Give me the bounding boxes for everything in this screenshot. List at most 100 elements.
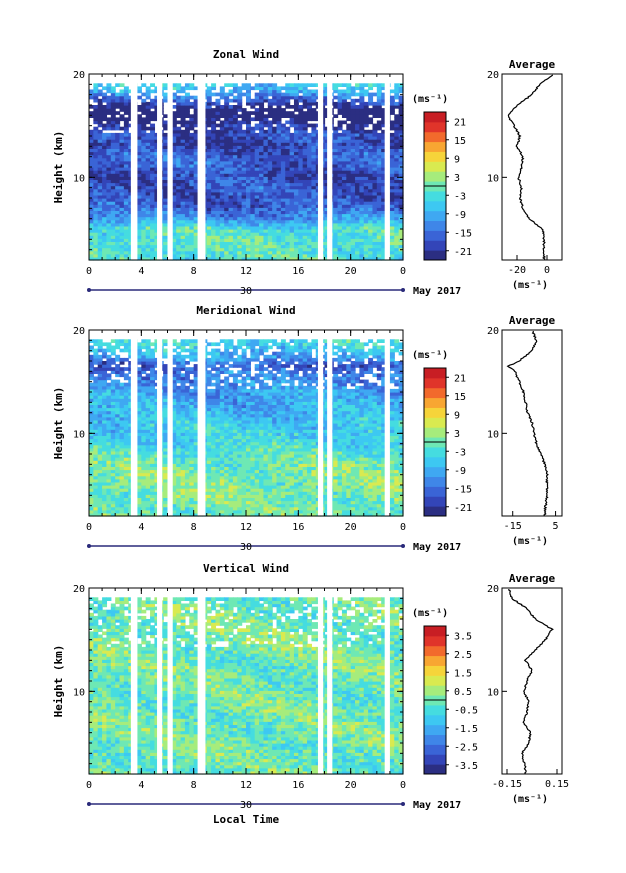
heatmap-cell [110, 478, 116, 483]
heatmap-cell [341, 241, 347, 246]
heatmap-cell [145, 435, 151, 440]
heatmap-cell [154, 370, 160, 374]
heatmap-cell [150, 167, 156, 171]
heatmap-cell [89, 241, 94, 246]
heatmap-cell [250, 139, 256, 143]
heatmap-cell [145, 176, 151, 180]
heatmap-cell [128, 219, 134, 224]
heatmap-cell [106, 435, 112, 440]
heatmap-cell [267, 253, 273, 258]
heatmap-cell [171, 188, 177, 193]
heatmap-cell [136, 232, 142, 236]
heatmap-cell [246, 86, 251, 91]
heatmap-cell [224, 123, 230, 128]
heatmap-cell [89, 157, 94, 162]
heatmap-cell [359, 201, 365, 205]
heatmap-cell [163, 485, 169, 489]
heatmap-cell [394, 182, 400, 187]
heatmap-cell [324, 170, 330, 174]
heatmap-cell [363, 216, 369, 221]
heatmap-cell [206, 108, 212, 112]
heatmap-cell [341, 160, 347, 165]
heatmap-cell [363, 247, 369, 252]
heatmap-cell [219, 207, 225, 211]
heatmap-cell [241, 170, 247, 174]
heatmap-cell [302, 83, 308, 87]
heatmap-cell [110, 173, 116, 177]
heatmap-cell [228, 89, 234, 94]
heatmap-cell [180, 250, 186, 255]
heatmap-cell [141, 364, 147, 368]
heatmap-cell [89, 207, 94, 211]
heatmap-cell [232, 256, 238, 261]
heatmap-cell [136, 253, 142, 258]
heatmap-cell [106, 216, 112, 221]
heatmap-cell [272, 207, 278, 211]
heatmap-cell [171, 198, 177, 202]
heatmap-cell [211, 170, 217, 174]
heatmap-cell [93, 512, 99, 517]
heatmap-cell [106, 148, 112, 153]
heatmap-cell [115, 485, 121, 489]
heatmap-cell [180, 108, 186, 112]
heatmap-cell [337, 123, 343, 128]
heatmap-cell [184, 235, 190, 239]
heatmap-cell [359, 235, 365, 239]
heatmap-cell [93, 185, 99, 190]
heatmap-cell [398, 241, 404, 246]
heatmap-cell [150, 460, 156, 464]
heatmap-cell [341, 170, 347, 174]
heatmap-cell [272, 132, 278, 137]
heatmap-cell [145, 92, 151, 97]
heatmap-cell [246, 241, 251, 246]
heatmap-cell [119, 154, 125, 159]
heatmap-cell [224, 229, 230, 233]
heatmap-cell [337, 108, 343, 112]
heatmap-cell [219, 219, 225, 224]
heatmap-cell [285, 145, 291, 149]
heatmap-cell [206, 98, 212, 103]
heatmap-cell [163, 423, 169, 427]
heatmap-cell [163, 475, 169, 480]
heatmap-cell [250, 204, 256, 208]
heatmap-cell [106, 108, 112, 112]
heatmap-cell [97, 407, 103, 412]
heatmap-cell [128, 136, 134, 140]
heatmap-cell [110, 426, 116, 430]
heatmap-cell [136, 182, 142, 187]
heatmap-cell [163, 198, 169, 202]
heatmap-cell [237, 247, 243, 252]
heatmap-cell [324, 244, 330, 249]
heatmap-cell [154, 222, 160, 227]
heatmap-cell [89, 361, 94, 365]
heatmap-cell [136, 376, 142, 381]
heatmap-cell [237, 253, 243, 258]
heatmap-cell [389, 126, 395, 131]
heatmap-cell [180, 129, 186, 134]
heatmap-cell [219, 86, 225, 91]
heatmap-cell [376, 225, 382, 230]
heatmap-cell [272, 229, 278, 233]
date-bar-end [401, 288, 405, 292]
heatmap-cell [376, 123, 382, 128]
heatmap-cell [145, 154, 151, 159]
data-gap [130, 74, 138, 260]
heatmap-cell [136, 256, 142, 261]
heatmap-cell [359, 207, 365, 211]
heatmap-cell [254, 244, 260, 249]
heatmap-cell [206, 194, 212, 199]
heatmap-cell [115, 191, 121, 196]
heatmap-cell [219, 154, 225, 159]
heatmap-cell [311, 235, 317, 239]
heatmap-cell [206, 256, 212, 261]
heatmap-cell [115, 117, 121, 122]
heatmap-cell [163, 491, 169, 495]
heatmap-cell [119, 435, 125, 440]
heatmap-cell [176, 207, 182, 211]
heatmap-cell [119, 167, 125, 171]
x-tick-label: 20 [345, 266, 357, 277]
heatmap-cell [241, 136, 247, 140]
heatmap-cell [176, 229, 182, 233]
heatmap-cell [219, 123, 225, 128]
heatmap-cell [333, 247, 339, 252]
